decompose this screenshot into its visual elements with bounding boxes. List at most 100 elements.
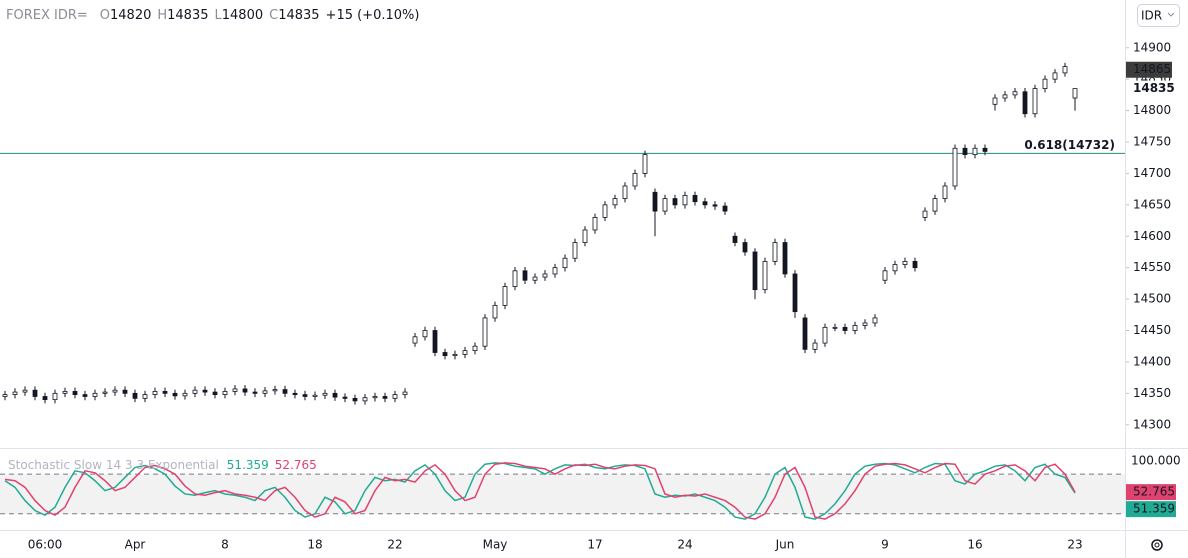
candle-body	[792, 273, 798, 313]
ohlc-value: 14820	[110, 8, 151, 23]
plot-layer: 14300 14350 14400 14450 14500 14550 14600 14650…	[0, 40, 1181, 552]
price-marker-box	[1126, 61, 1172, 78]
candle-body	[282, 389, 288, 394]
gear-icon[interactable]	[1151, 539, 1163, 551]
y-tick-label: 100.000	[1131, 453, 1181, 467]
legend-header: FOREX IDR= O14820 H14835 L14800 C14835 +15 (+…	[6, 8, 419, 23]
candle-body	[1012, 91, 1018, 96]
currency-button[interactable]	[1137, 4, 1180, 27]
candle-body	[672, 198, 678, 206]
dropdown-arrow[interactable]	[1167, 12, 1175, 17]
candle-body	[492, 304, 498, 319]
candle-body	[242, 388, 248, 393]
gear-center[interactable]	[1154, 542, 1160, 548]
ohlc-value: 14835	[167, 8, 208, 23]
candle-body	[122, 389, 128, 394]
candle-body	[582, 229, 588, 243]
candle-body	[682, 195, 688, 206]
ohlc-label: L	[215, 8, 223, 23]
ohlc-value: 14835	[278, 8, 319, 23]
value-box-label: 51.359	[1133, 502, 1175, 516]
candle-body	[212, 391, 218, 395]
fib-label: 0.618(14732)	[1024, 138, 1115, 152]
candle-body	[192, 389, 198, 394]
candle-body	[382, 396, 388, 399]
candle-body	[372, 396, 378, 399]
candle-body	[942, 185, 948, 199]
x-tick-label: 06:00	[28, 538, 63, 552]
candle-body	[662, 198, 668, 212]
stoch-line	[4, 462, 1076, 520]
candle-body	[872, 317, 878, 324]
candle-body	[112, 389, 118, 393]
candle-body	[102, 391, 108, 394]
candle-body	[232, 388, 238, 392]
candle-body	[32, 389, 38, 397]
candle-body	[12, 391, 18, 395]
x-tick-label: May	[483, 538, 508, 552]
candle-body	[452, 353, 458, 357]
candle-body	[292, 392, 298, 395]
y-tick-label: 14750	[1133, 135, 1171, 149]
candle-body	[142, 394, 148, 399]
candle-body	[962, 147, 968, 155]
x-tick-label: 23	[1067, 538, 1082, 552]
y-tick-label: 14900	[1133, 40, 1171, 54]
candle-body	[512, 270, 518, 287]
y-tick-label: 14800	[1133, 103, 1171, 117]
candle-body	[972, 147, 978, 155]
currency-label[interactable]: IDR	[1141, 9, 1162, 23]
candle-body	[272, 389, 278, 392]
candle-body	[652, 191, 658, 212]
candle-body	[572, 242, 578, 259]
change: +15 (+0.10%)	[326, 8, 420, 23]
candle-body	[222, 391, 228, 395]
indicator-value: 52.765	[275, 458, 317, 472]
candle-body	[812, 342, 818, 350]
indicator-title: Stochastic Slow 14 3 3 Exponential	[8, 458, 219, 472]
candle-body	[562, 257, 568, 269]
candle-body	[82, 394, 88, 397]
candle-body	[202, 389, 208, 393]
candle-body	[742, 242, 748, 253]
candle-body	[1022, 91, 1028, 115]
candle-body	[72, 391, 78, 395]
ohlc-label: C	[269, 8, 278, 23]
price-marker-label: 14865	[1133, 62, 1171, 76]
candle-body	[702, 201, 708, 206]
candle-body	[2, 394, 8, 397]
candle-body	[532, 276, 538, 281]
x-tick-label: 8	[221, 538, 229, 552]
stoch-band	[0, 474, 1125, 514]
candle-body	[642, 154, 648, 174]
candle-body	[542, 273, 548, 278]
candle-body	[62, 391, 68, 394]
candle-body	[362, 397, 368, 402]
candle-body	[1072, 88, 1078, 99]
indicator-value: 51.359	[227, 458, 269, 472]
indicator-header: Stochastic Slow 14 3 3 Exponential 51.359…	[8, 458, 317, 472]
y-tick-label: 14350	[1133, 386, 1171, 400]
candle-body	[592, 217, 598, 231]
candle-body	[342, 396, 348, 399]
candle-body	[982, 147, 988, 152]
candle-body	[312, 394, 318, 397]
candle-body	[552, 267, 558, 275]
candle-body	[92, 392, 98, 397]
y-tick-label: 14700	[1133, 166, 1171, 180]
candle-body	[692, 195, 698, 203]
settings-button[interactable]	[1151, 539, 1163, 551]
candle-body	[712, 204, 718, 207]
y-tick-label: 14550	[1133, 260, 1171, 274]
candle-body	[752, 251, 758, 291]
candle-body	[1002, 94, 1008, 99]
candle-body	[52, 392, 58, 401]
candle-body	[892, 264, 898, 272]
candle-body	[722, 205, 728, 212]
candle-body	[462, 350, 468, 355]
candle-body	[952, 147, 958, 187]
y-tick-label: 14450	[1133, 323, 1171, 337]
x-tick-label: Apr	[125, 538, 146, 552]
candle-body	[1062, 66, 1068, 74]
candle-body	[852, 325, 858, 331]
